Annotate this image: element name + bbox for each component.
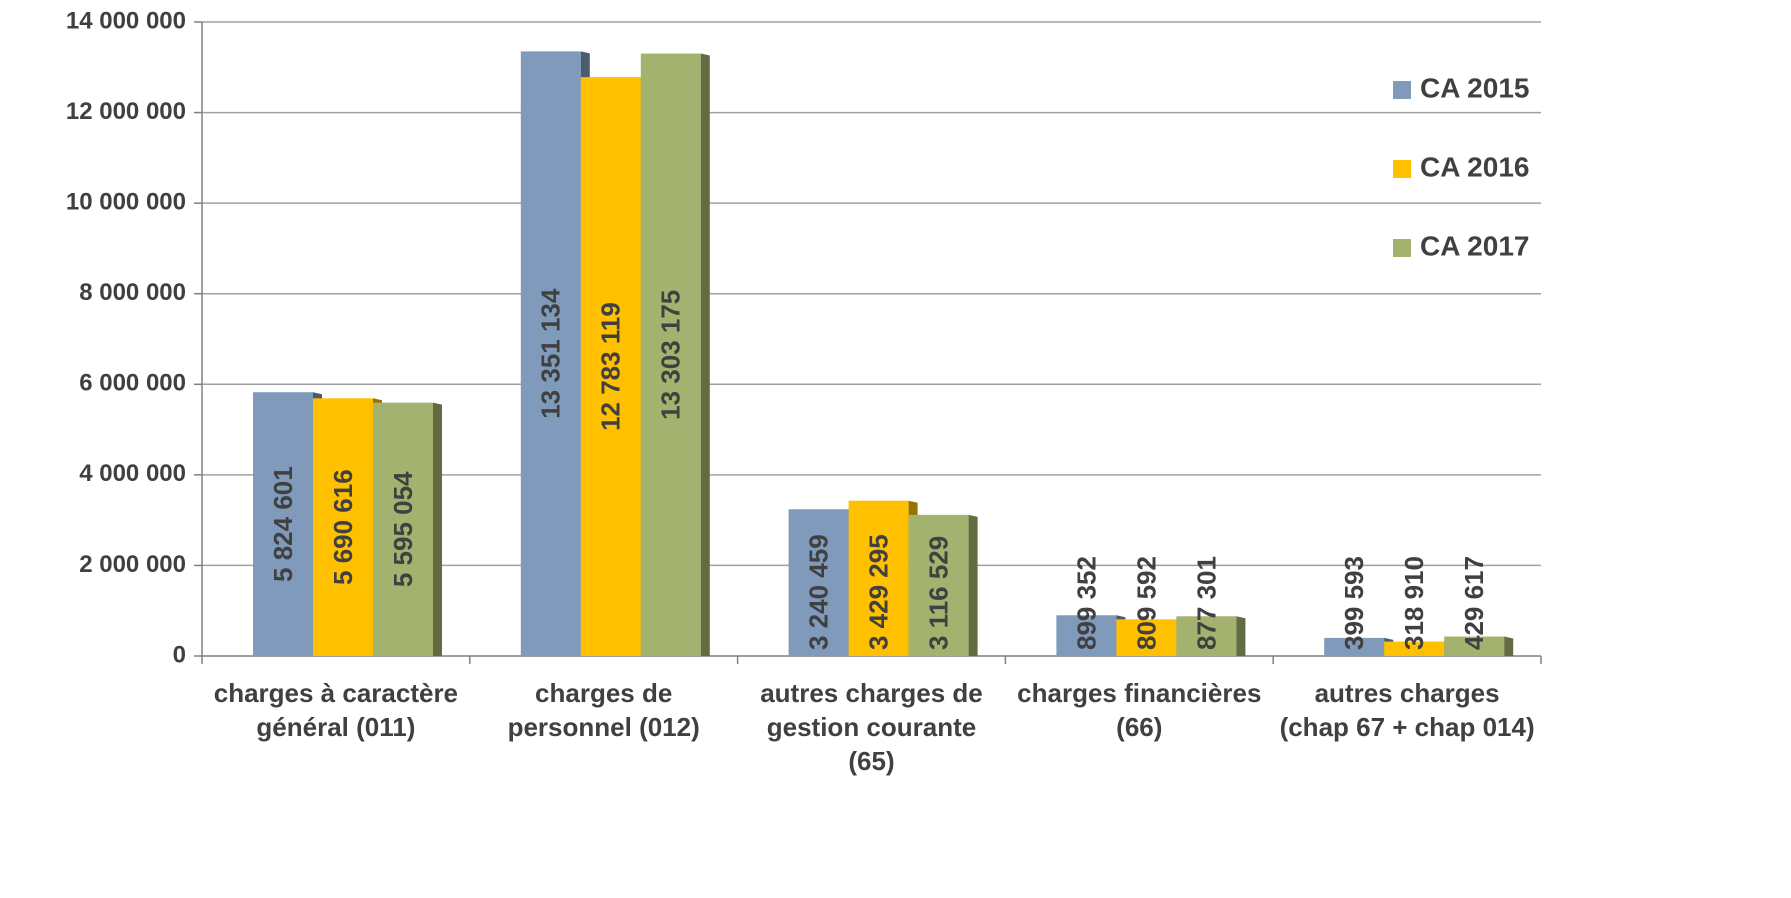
bar-side xyxy=(700,53,710,657)
legend-swatch xyxy=(1393,239,1411,257)
bar xyxy=(1176,616,1246,656)
x-tick-label: charges à caractère général (011) xyxy=(213,678,459,742)
value-label: 13 303 175 xyxy=(656,290,686,420)
value-label: 809 592 xyxy=(1131,556,1161,650)
value-label: 12 783 119 xyxy=(596,302,626,431)
value-label: 5 824 601 xyxy=(268,466,298,582)
x-tick-label: autres charges de gestion courante (65) xyxy=(760,678,983,776)
value-label: 3 429 295 xyxy=(863,534,893,650)
bar-face xyxy=(1444,636,1505,656)
y-tick-label: 6 000 000 xyxy=(79,370,186,397)
bar-face xyxy=(788,509,849,656)
value-label: 877 301 xyxy=(1191,556,1221,650)
bar-face xyxy=(253,392,313,656)
value-label: 3 240 459 xyxy=(803,534,833,650)
x-tick-label: autres charges (chap 67 + chap 014) xyxy=(1279,678,1535,742)
legend-swatch xyxy=(1393,81,1411,99)
y-tick-label: 12 000 000 xyxy=(66,98,186,125)
bar-side xyxy=(1504,636,1514,656)
legend-swatch xyxy=(1393,160,1411,178)
bar-face xyxy=(908,514,969,656)
bar-face xyxy=(1384,641,1445,656)
x-tick-label: charges de personnel (012) xyxy=(507,678,700,742)
bar xyxy=(640,53,710,657)
bar-face xyxy=(580,77,641,657)
bar-face xyxy=(313,398,373,656)
x-tick-label: charges financières (66) xyxy=(1017,678,1262,742)
y-tick-label: 8 000 000 xyxy=(79,279,186,306)
bar xyxy=(908,514,978,656)
bar-face xyxy=(640,53,701,657)
legend-label: CA 2015 xyxy=(1420,72,1529,103)
value-label: 899 352 xyxy=(1071,556,1101,650)
bar xyxy=(373,402,442,656)
value-label: 3 116 529 xyxy=(923,536,953,650)
value-label: 429 617 xyxy=(1459,556,1489,650)
value-label: 399 593 xyxy=(1339,556,1369,650)
bar-side xyxy=(433,402,442,656)
bar-side xyxy=(968,514,978,656)
y-tick-label: 4 000 000 xyxy=(79,460,186,487)
bar-face xyxy=(1324,637,1385,656)
bar-face xyxy=(1176,616,1237,656)
legend-label: CA 2017 xyxy=(1420,230,1529,261)
bar-face xyxy=(373,402,433,656)
bar-face xyxy=(1116,619,1177,656)
bar xyxy=(1444,636,1514,656)
value-label: 5 595 054 xyxy=(388,471,418,587)
bar xyxy=(313,398,382,656)
y-tick-label: 0 xyxy=(173,641,186,668)
y-tick-label: 14 000 000 xyxy=(66,7,186,34)
legend-label: CA 2016 xyxy=(1420,151,1529,182)
bar-face xyxy=(520,51,581,657)
bar-face xyxy=(1056,615,1117,656)
value-label: 13 351 134 xyxy=(536,288,566,419)
bar-side xyxy=(1236,616,1246,656)
value-label: 318 910 xyxy=(1399,556,1429,650)
value-label: 5 690 616 xyxy=(328,469,358,585)
bar-face xyxy=(848,500,909,656)
y-tick-label: 10 000 000 xyxy=(66,188,186,215)
y-tick-label: 2 000 000 xyxy=(79,551,186,578)
